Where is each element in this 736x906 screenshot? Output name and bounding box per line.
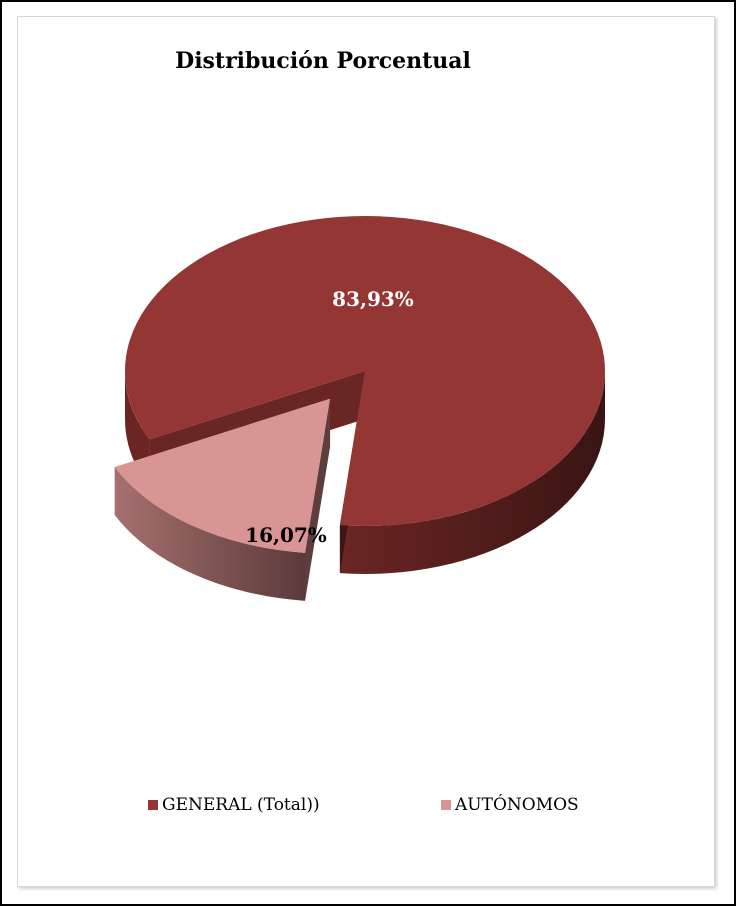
legend-label-general: GENERAL (Total)) [162,795,320,815]
chart-title: Distribución Porcentual [175,48,471,74]
legend-label-autonomos: AUTÓNOMOS [455,795,579,815]
autonomos-data-label: 16,07% [245,523,327,547]
legend-swatch-general [148,800,158,810]
legend-item-autonomos: AUTÓNOMOS [441,795,579,815]
autonomos-slice-top [114,398,331,553]
general-data-label: 83,93% [332,287,414,311]
legend-item-general: GENERAL (Total)) [148,795,320,815]
autonomos-slice-side [114,466,306,601]
legend-swatch-autonomos [441,800,451,810]
general-slice-side [339,371,605,574]
general-slice-top [124,215,605,526]
autonomos-slice-cut-wall [305,398,331,601]
